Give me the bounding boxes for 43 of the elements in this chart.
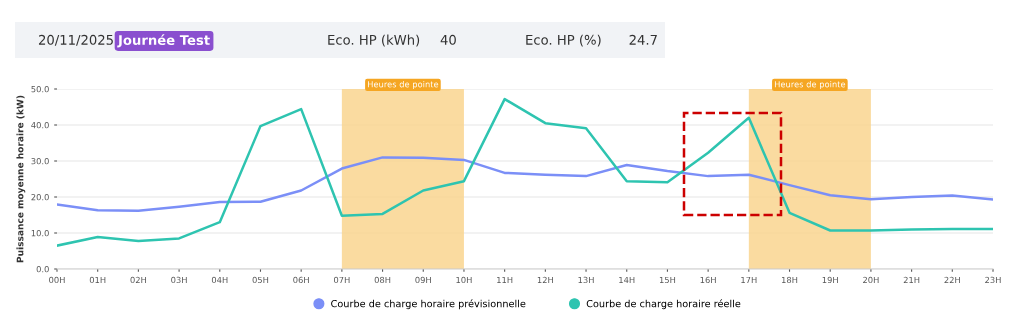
band-label: Heures de pointe bbox=[774, 80, 846, 89]
x-tick-label: 02H bbox=[130, 276, 147, 284]
text: 20/11/2025 bbox=[38, 34, 113, 46]
text: 24.7 bbox=[629, 34, 657, 45]
x-tick-label: 22H bbox=[944, 276, 960, 283]
line-series bbox=[57, 97, 993, 247]
x-tick-label: 03H bbox=[171, 276, 187, 284]
x-tick-label: 17H bbox=[741, 276, 757, 283]
x-tick-label: 00H bbox=[49, 276, 65, 284]
x-tick-label: 09H bbox=[415, 276, 431, 284]
x-tick-label: 01H bbox=[89, 276, 106, 284]
y-tick-label: 50.0 bbox=[31, 85, 49, 93]
y-tick-label: 0.0 bbox=[36, 265, 49, 273]
x-tick-label: 05H bbox=[252, 276, 269, 284]
legend-label: Courbe de charge horaire prévisionnelle bbox=[331, 299, 526, 310]
x-tick-label: 23H bbox=[985, 276, 1001, 284]
y-tick-label: 20.0 bbox=[31, 193, 49, 201]
x-tick-label: 16H bbox=[700, 276, 716, 284]
x-tick-label: 19H bbox=[822, 276, 838, 284]
x-tick-label: 06H bbox=[293, 276, 309, 284]
x-tick-label: 14H bbox=[619, 276, 635, 283]
x-tick-label: 10H bbox=[456, 276, 472, 284]
x-tick-label: 11H bbox=[497, 276, 513, 283]
x-tick-label: 15H bbox=[659, 276, 676, 284]
x-tick-label: 04H bbox=[211, 276, 228, 284]
y-tick-label: 10.0 bbox=[31, 229, 49, 237]
x-tick-label: 13H bbox=[578, 276, 594, 284]
x-tick-label: 08H bbox=[374, 276, 391, 284]
x-tick-label: 12H bbox=[537, 276, 553, 283]
y-axis-title: Puissance moyenne horaire (kW) bbox=[16, 95, 26, 263]
y-tick-label: 30.0 bbox=[31, 157, 49, 165]
text: 40 bbox=[440, 34, 456, 45]
y-tick-label: 40.0 bbox=[31, 121, 49, 129]
legend-label: Courbe de charge horaire réelle bbox=[586, 299, 741, 310]
line-series bbox=[57, 156, 993, 212]
x-tick-label: 18H bbox=[782, 276, 798, 284]
text: Journée Test bbox=[117, 34, 210, 48]
text: Eco. HP (%) bbox=[526, 34, 601, 47]
band-label: Heures de pointe bbox=[367, 80, 439, 89]
text: Eco. HP (kWh) bbox=[328, 34, 420, 47]
x-tick-label: 21H bbox=[903, 276, 920, 283]
x-tick-label: 20H bbox=[863, 276, 879, 284]
x-tick-label: 07H bbox=[333, 276, 350, 284]
